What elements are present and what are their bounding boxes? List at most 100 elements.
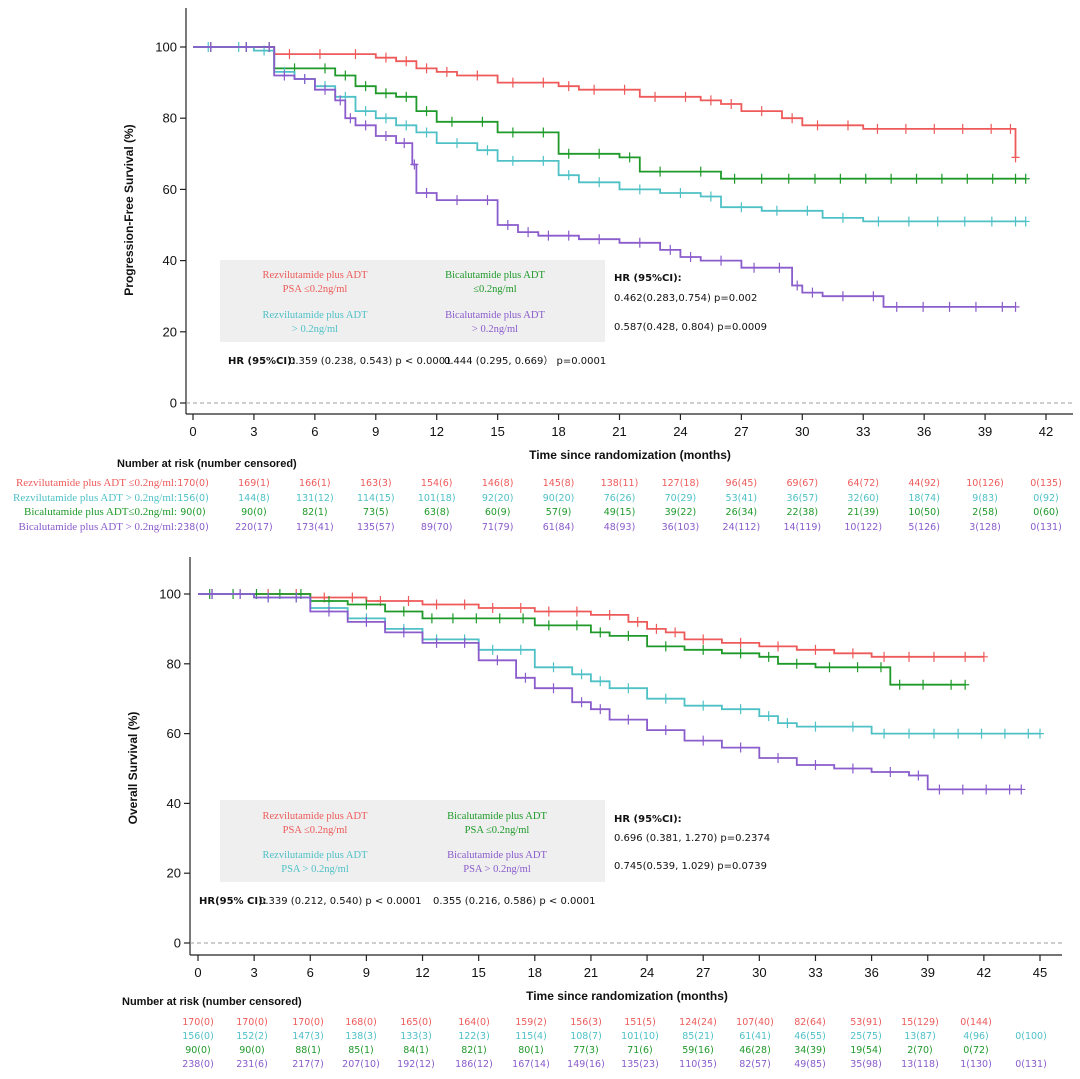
x-tick-label: 27	[696, 965, 710, 980]
x-tick-label: 3	[250, 424, 257, 439]
risk-cell: 10(126)	[966, 478, 1004, 489]
risk-row-label: Bicalutamide plus ADT≤0.2ng/ml:	[24, 506, 177, 518]
censor-mark	[516, 644, 525, 655]
risk-table: Number at risk (number censored) 170(0) 17…	[122, 996, 1047, 1070]
legend: Rezvilutamide plus ADT PSA ≤0.2ng/ml Bical…	[220, 800, 605, 882]
legend-box	[220, 260, 605, 342]
risk-cell: 88(1)	[295, 1045, 321, 1056]
censor-mark	[988, 173, 997, 184]
risk-cell: 36(57)	[786, 493, 818, 504]
censor-mark	[905, 651, 914, 662]
risk-cell: 122(3)	[458, 1031, 490, 1042]
censor-mark	[764, 711, 773, 722]
censor-mark	[564, 81, 573, 92]
censor-mark	[448, 613, 457, 624]
x-tick-label: 36	[917, 424, 931, 439]
censor-mark	[361, 120, 370, 131]
censor-mark	[427, 613, 436, 624]
risk-cell: 156(0)	[182, 1031, 214, 1042]
x-tick-label: 39	[978, 424, 992, 439]
censor-mark	[929, 728, 938, 739]
censor-mark	[937, 173, 946, 184]
censor-mark	[887, 173, 896, 184]
risk-cell: 108(7)	[570, 1031, 602, 1042]
risk-cell: 57(9)	[546, 507, 572, 518]
censor-mark	[362, 599, 371, 610]
risk-cell: 0(144)	[960, 1017, 992, 1028]
censor-mark	[651, 91, 660, 102]
hr-right-title: HR (95%CI):	[614, 814, 682, 825]
risk-cell: 110(35)	[679, 1059, 717, 1070]
risk-cell: 82(57)	[739, 1059, 771, 1070]
legend-item-line1: Rezvilutamide plus ADT	[263, 811, 369, 822]
censor-mark	[208, 589, 217, 599]
risk-cell: 5(126)	[908, 522, 940, 533]
risk-cell: 46(55)	[794, 1031, 826, 1042]
censor-mark	[625, 152, 634, 163]
censor-mark	[676, 187, 685, 198]
risk-cell: 166(1)	[299, 478, 331, 489]
risk-cell: 164(0)	[458, 1017, 490, 1028]
risk-cell: 34(39)	[794, 1045, 826, 1056]
legend-item-line1: Rezvilutamide plus ADT	[263, 850, 369, 861]
x-tick-label: 21	[584, 965, 598, 980]
y-tick-label: 40	[167, 796, 181, 811]
censor-mark	[447, 116, 456, 127]
censor-mark	[783, 718, 792, 729]
risk-cell: 101(10)	[621, 1031, 659, 1042]
censor-mark	[362, 616, 371, 627]
censor-mark	[544, 230, 553, 241]
y-tick-label: 0	[174, 936, 181, 951]
risk-cell: 90(0)	[185, 1045, 211, 1056]
series-cyan	[198, 589, 1044, 739]
censor-mark	[671, 627, 680, 638]
risk-cell: 92(20)	[482, 493, 514, 504]
censor-mark	[605, 609, 614, 620]
censor-mark	[508, 77, 517, 88]
risk-cell: 18(74)	[908, 493, 940, 504]
censor-mark	[757, 173, 766, 184]
x-tick-label: 30	[795, 424, 809, 439]
censor-mark	[810, 173, 819, 184]
x-axis-label: Time since randomization (months)	[529, 448, 731, 462]
risk-row-label: Rezvilutamide plus ADT ≤0.2ng/ml:	[16, 477, 177, 489]
risk-cell: 167(14)	[512, 1059, 550, 1070]
x-tick-label: 9	[372, 424, 379, 439]
censor-mark	[892, 301, 901, 312]
censor-mark	[803, 205, 812, 216]
censor-mark	[402, 56, 411, 67]
censor-mark	[961, 651, 970, 662]
censor-mark	[1011, 152, 1020, 163]
risk-cell: 13(118)	[901, 1059, 939, 1070]
censor-mark	[422, 63, 431, 74]
censor-mark	[488, 644, 497, 655]
risk-cell: 15(129)	[901, 1017, 939, 1028]
censor-mark	[1006, 123, 1015, 134]
legend-item-line1: Bicalutamide plus ADT	[445, 270, 545, 281]
risk-cell: 89(70)	[421, 522, 453, 533]
censor-mark	[853, 662, 862, 673]
censor-mark	[285, 49, 294, 60]
hr-bottom-label: HR (95%CI):	[228, 356, 296, 367]
censor-mark	[977, 728, 986, 739]
legend-item-line1: Bicalutamide plus ADT	[445, 310, 545, 321]
risk-cell: 101(18)	[418, 493, 456, 504]
censor-mark	[717, 255, 726, 266]
risk-cell: 82(1)	[461, 1045, 487, 1056]
risk-cell: 90(0)	[239, 1045, 265, 1056]
x-tick-label: 33	[808, 965, 822, 980]
risk-cell: 0(131)	[1015, 1059, 1047, 1070]
censor-mark	[381, 52, 390, 63]
risk-cell: 2(58)	[972, 507, 998, 518]
censor-mark	[564, 170, 573, 181]
censor-mark	[869, 291, 878, 302]
series-green	[193, 42, 1030, 184]
censor-mark	[460, 637, 469, 648]
risk-cell: 35(98)	[850, 1059, 882, 1070]
y-tick-label: 60	[163, 182, 177, 197]
risk-cell: 85(21)	[682, 1031, 714, 1042]
censor-mark	[348, 592, 357, 603]
censor-mark	[656, 166, 665, 177]
risk-cell: 90(20)	[543, 493, 575, 504]
censor-mark	[757, 106, 766, 117]
